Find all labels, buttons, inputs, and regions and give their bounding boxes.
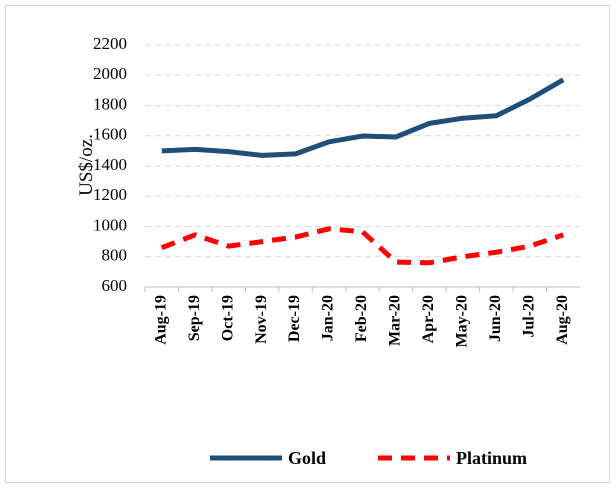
x-tick-label: Mar-20 <box>387 295 404 346</box>
x-tick-label: Nov-19 <box>253 295 270 344</box>
x-tick-label: Feb-20 <box>353 295 370 342</box>
y-tick-label: 2000 <box>93 64 127 83</box>
x-tick-label: Apr-20 <box>420 295 437 343</box>
x-tick-label: Jan-20 <box>320 295 337 341</box>
x-tick-label: Aug-20 <box>554 295 571 345</box>
y-tick-label: 1200 <box>93 185 127 204</box>
y-tick-label: 600 <box>102 276 128 295</box>
legend-label: Gold <box>288 448 326 468</box>
x-tick-label: Jul-20 <box>520 295 537 338</box>
y-tick-label: 800 <box>102 246 128 265</box>
series-line <box>161 77 565 158</box>
x-tick-label: May-20 <box>454 295 471 347</box>
y-tick-label: 1400 <box>93 155 127 174</box>
x-tick-label: Sep-19 <box>186 295 203 341</box>
x-tick-label: Oct-19 <box>219 295 236 341</box>
y-tick-label: 2200 <box>93 34 127 53</box>
y-tick-label: 1600 <box>93 125 127 144</box>
y-axis-label: US$/oz. <box>76 134 97 196</box>
y-tick-label: 1800 <box>93 94 127 113</box>
chart-border <box>5 5 610 483</box>
legend-label: Platinum <box>456 448 527 468</box>
x-tick-label: Dec-19 <box>286 295 303 342</box>
x-tick-label: Jun-20 <box>487 295 504 342</box>
series-line <box>160 226 565 266</box>
x-tick-label: Aug-19 <box>152 295 169 345</box>
y-tick-label: 1000 <box>93 215 127 234</box>
